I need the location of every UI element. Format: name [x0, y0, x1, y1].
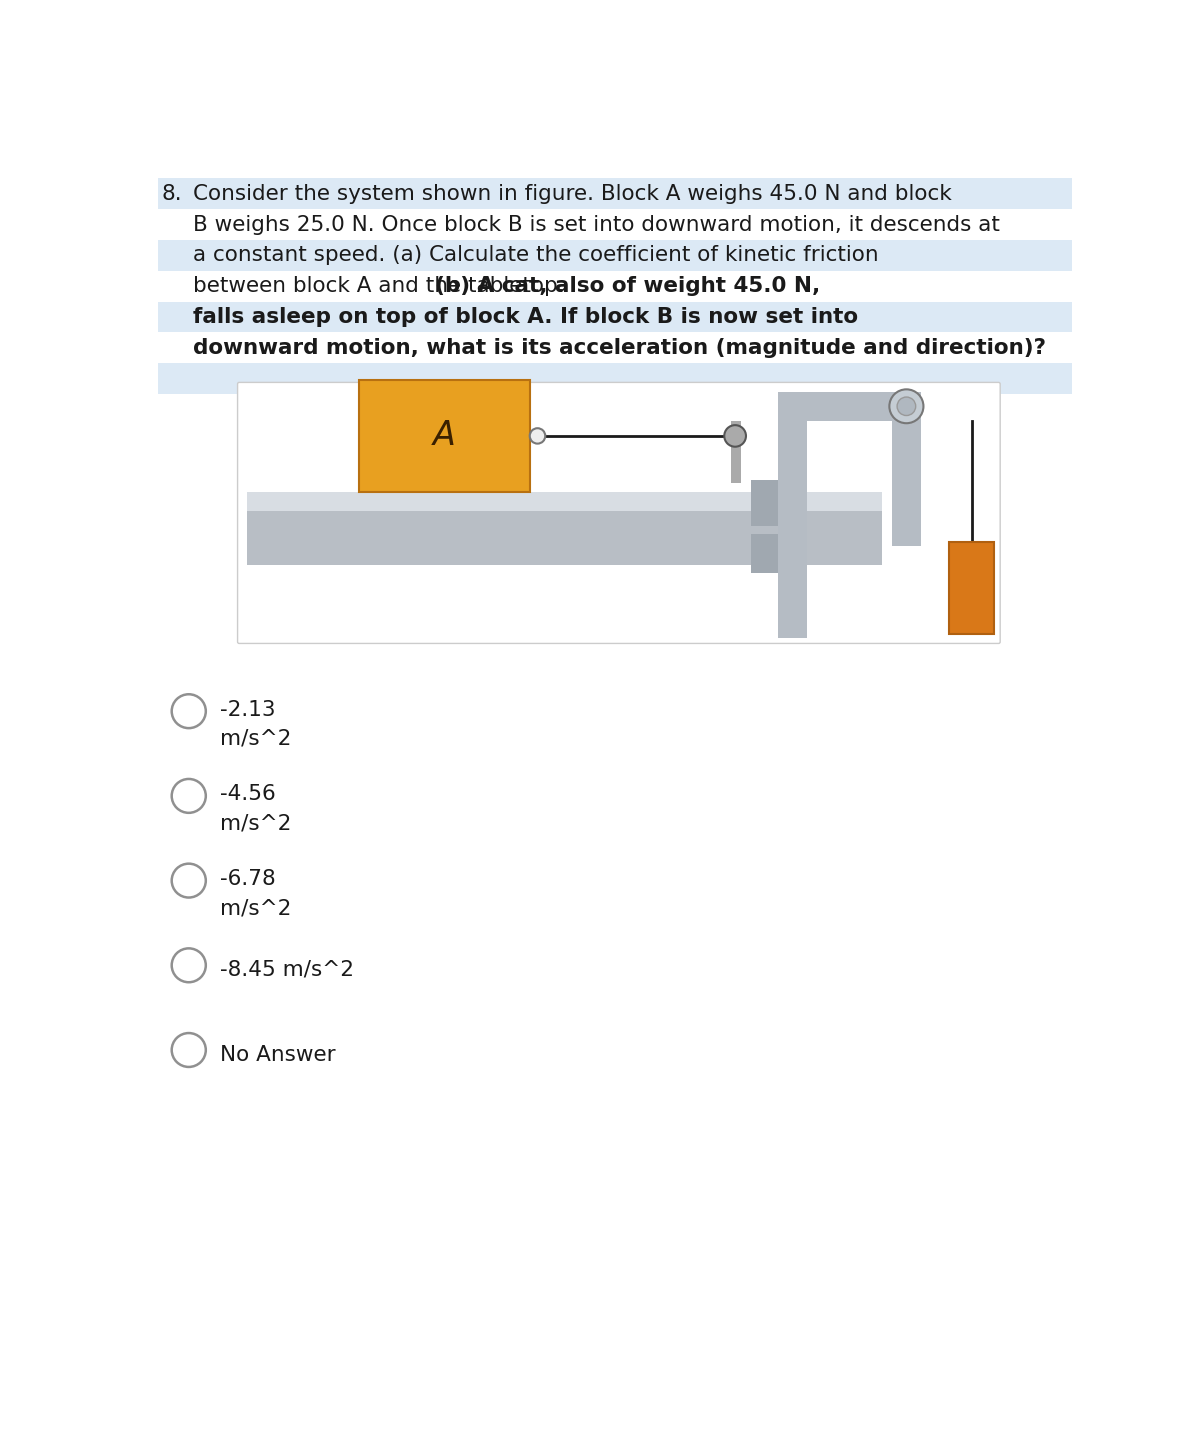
Text: m/s^2: m/s^2	[220, 729, 292, 749]
Text: falls asleep on top of block A. If block B is now set into: falls asleep on top of block A. If block…	[193, 307, 858, 327]
Text: No Answer: No Answer	[220, 1045, 335, 1065]
Circle shape	[172, 779, 206, 812]
Bar	[751, 481, 778, 527]
Bar	[778, 392, 808, 639]
Text: -8.45 m/s^2: -8.45 m/s^2	[220, 960, 354, 980]
Circle shape	[529, 428, 545, 443]
Bar	[731, 420, 740, 482]
Text: m/s^2: m/s^2	[220, 814, 292, 834]
Bar	[157, 301, 1073, 333]
Bar	[359, 380, 529, 492]
Bar	[157, 363, 1073, 395]
Text: Consider the system shown in figure. Block A weighs 45.0 N and block: Consider the system shown in figure. Blo…	[193, 184, 952, 204]
Text: downward motion, what is its acceleration (magnitude and direction)?: downward motion, what is its acceleratio…	[193, 337, 1045, 357]
Circle shape	[172, 864, 206, 897]
Bar	[157, 333, 1073, 363]
Bar	[157, 271, 1073, 301]
Circle shape	[172, 1033, 206, 1068]
Text: -6.78: -6.78	[220, 870, 276, 890]
Text: -4.56: -4.56	[220, 785, 276, 805]
Text: between block A and the tabletop.: between block A and the tabletop.	[193, 276, 571, 296]
Circle shape	[725, 425, 746, 446]
Text: -2.13: -2.13	[220, 700, 275, 719]
Bar	[892, 392, 922, 545]
Bar	[751, 534, 778, 573]
Bar	[247, 492, 882, 511]
Bar	[949, 542, 994, 634]
Text: 8.: 8.	[162, 184, 182, 204]
Text: A: A	[433, 419, 456, 452]
Text: m/s^2: m/s^2	[220, 898, 292, 918]
Bar	[157, 240, 1073, 271]
Circle shape	[172, 949, 206, 982]
Text: B weighs 25.0 N. Once block B is set into downward motion, it descends at: B weighs 25.0 N. Once block B is set int…	[193, 215, 1000, 234]
Circle shape	[889, 389, 924, 423]
Bar	[157, 210, 1073, 240]
Circle shape	[898, 397, 916, 416]
Text: (b) A cat, also of weight 45.0 N,: (b) A cat, also of weight 45.0 N,	[436, 276, 821, 296]
FancyBboxPatch shape	[238, 382, 1000, 643]
Bar	[247, 511, 882, 565]
Circle shape	[172, 695, 206, 728]
Bar	[778, 392, 922, 420]
Text: a constant speed. (a) Calculate the coefficient of kinetic friction: a constant speed. (a) Calculate the coef…	[193, 245, 878, 265]
Bar	[157, 178, 1073, 210]
